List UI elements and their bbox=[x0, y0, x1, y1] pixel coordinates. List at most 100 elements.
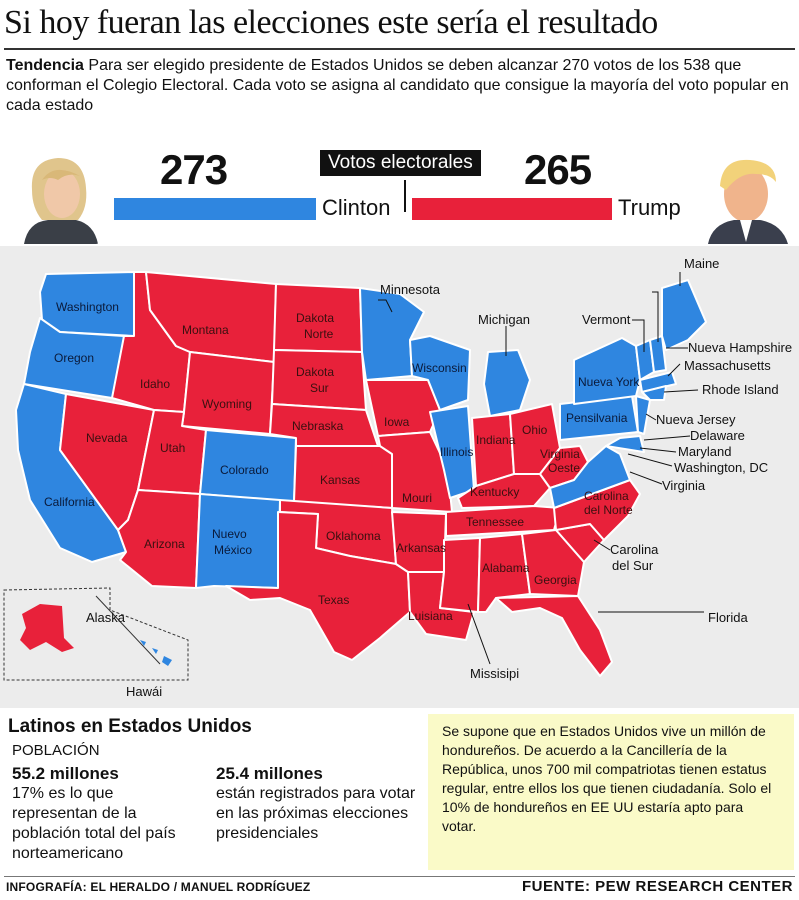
label-ohio: Ohio bbox=[522, 423, 548, 437]
state-alaska bbox=[20, 604, 74, 652]
label-california: California bbox=[44, 495, 95, 509]
callout-rhode-island: Rhode Island bbox=[702, 382, 779, 397]
intro-paragraph: Tendencia Para ser elegido presidente de… bbox=[6, 56, 791, 116]
infographic-title: Si hoy fueran las elecciones este sería … bbox=[4, 4, 658, 41]
label-oregon: Oregon bbox=[54, 351, 94, 365]
leader-nueva-jersey bbox=[645, 413, 657, 421]
callout-hawai: Hawái bbox=[126, 684, 162, 699]
state-georgia bbox=[521, 529, 585, 597]
callout-misisipi: Missisipi bbox=[470, 666, 519, 681]
latinos-title: Latinos en Estados Unidos bbox=[8, 716, 252, 737]
intro-lead: Tendencia bbox=[6, 57, 84, 74]
callout-delaware: Delaware bbox=[690, 428, 745, 443]
leader-nueva-hampshire bbox=[652, 291, 659, 342]
label-virginia-oeste-1: Virginia bbox=[540, 447, 580, 461]
state-illinois bbox=[429, 405, 475, 499]
label-dakota-norte-1: Dakota bbox=[296, 311, 334, 325]
label-colorado: Colorado bbox=[220, 463, 269, 477]
leader-vermont bbox=[632, 319, 645, 352]
clinton-portrait-icon bbox=[18, 150, 100, 244]
inset-divider bbox=[95, 595, 161, 665]
label-indiana: Indiana bbox=[476, 433, 516, 447]
callout-carolina-sur-1: Carolina bbox=[610, 542, 659, 557]
state-texas bbox=[225, 511, 411, 661]
leader-rhode-island bbox=[663, 389, 699, 393]
callout-michigan: Michigan bbox=[478, 312, 530, 327]
label-dakota-sur-1: Dakota bbox=[296, 365, 334, 379]
clinton-name: Clinton bbox=[322, 195, 391, 220]
stat-registered-value: 25.4 millones bbox=[216, 764, 323, 783]
footer-divider bbox=[4, 876, 795, 877]
callout-alaska: Alaska bbox=[86, 610, 126, 625]
credit-line: INFOGRAFÍA: EL HERALDO / MANUEL RODRÍGUE… bbox=[6, 880, 311, 894]
label-kansas: Kansas bbox=[320, 473, 360, 487]
label-wisconsin: Wisconsin bbox=[412, 361, 467, 375]
label-illinois: Illinois bbox=[440, 445, 473, 459]
state-virginia bbox=[549, 445, 631, 509]
leader-delaware bbox=[643, 435, 691, 441]
leader-maryland bbox=[639, 447, 677, 453]
label-dakota-sur-2: Sur bbox=[310, 381, 329, 395]
majority-marker bbox=[404, 180, 406, 212]
state-florida bbox=[495, 595, 613, 677]
callout-nueva-hampshire: Nueva Hampshire bbox=[688, 340, 792, 355]
intro-text: Para ser elegido presidente de Estados U… bbox=[6, 57, 789, 114]
title-divider bbox=[4, 48, 795, 50]
electoral-votes-label: Votos electorales bbox=[320, 150, 481, 176]
callout-washington-dc: Washington, DC bbox=[674, 460, 768, 475]
label-iowa: Iowa bbox=[384, 415, 410, 429]
state-missouri bbox=[377, 431, 453, 513]
state-wyoming bbox=[181, 351, 275, 435]
label-arkansas: Arkansas bbox=[396, 541, 446, 555]
trump-votes: 265 bbox=[524, 146, 592, 193]
state-carolina-norte bbox=[553, 479, 641, 541]
state-maryland bbox=[605, 435, 645, 453]
label-pensilvania: Pensilvania bbox=[566, 411, 628, 425]
stat-registered: 25.4 millones están registrados para vot… bbox=[216, 764, 416, 844]
label-wyoming: Wyoming bbox=[202, 397, 252, 411]
clinton-votes: 273 bbox=[160, 146, 228, 193]
label-washington: Washington bbox=[56, 300, 119, 314]
label-carolina-norte-2: del Norte bbox=[584, 503, 633, 517]
stat-population-text: 17% es lo que representan de la població… bbox=[12, 785, 176, 862]
state-maine bbox=[661, 279, 707, 351]
label-oklahoma: Oklahoma bbox=[326, 529, 381, 543]
callout-minnesota: Minnesota bbox=[380, 282, 441, 297]
state-dakota-sur bbox=[271, 349, 367, 411]
state-massachusetts bbox=[639, 371, 677, 393]
leader-minnesota bbox=[378, 299, 393, 313]
label-nuevo-mexico-1: Nuevo bbox=[212, 527, 247, 541]
label-montana: Montana bbox=[182, 323, 229, 337]
state-nuevo-mexico bbox=[195, 493, 281, 589]
leader-virginia bbox=[629, 471, 663, 485]
label-tennessee: Tennessee bbox=[466, 515, 524, 529]
state-michigan bbox=[483, 349, 531, 417]
callout-carolina-sur-2: del Sur bbox=[612, 558, 654, 573]
callout-nueva-jersey: Nueva Jersey bbox=[656, 412, 736, 427]
state-connecticut bbox=[641, 385, 667, 401]
label-utah: Utah bbox=[160, 441, 185, 455]
inset-frame bbox=[3, 587, 189, 681]
callout-massachusetts: Massachusetts bbox=[684, 358, 771, 373]
label-texas: Texas bbox=[318, 593, 349, 607]
leader-massachusetts bbox=[667, 363, 681, 377]
label-virginia-oeste-2: Oeste bbox=[548, 461, 580, 475]
label-carolina-norte-1: Carolina bbox=[584, 489, 629, 503]
label-nebraska: Nebraska bbox=[292, 419, 344, 433]
stat-population: 55.2 millones 17% es lo que representan … bbox=[12, 764, 202, 864]
callout-virginia: Virginia bbox=[662, 478, 706, 493]
state-wisconsin bbox=[409, 335, 471, 411]
source-line: FUENTE: PEW RESEARCH CENTER bbox=[521, 878, 793, 895]
label-dakota-norte-2: Norte bbox=[304, 327, 334, 341]
label-kentucky: Kentucky bbox=[470, 485, 519, 499]
label-nevada: Nevada bbox=[86, 431, 128, 445]
trump-name: Trump bbox=[618, 195, 681, 220]
hondurans-note: Se supone que en Estados Unidos vive un … bbox=[428, 714, 794, 870]
label-louisiana: Luisiana bbox=[408, 609, 453, 623]
clinton-bar bbox=[114, 198, 316, 220]
state-nueva-york bbox=[573, 337, 641, 405]
callout-vermont: Vermont bbox=[582, 312, 631, 327]
label-arizona: Arizona bbox=[144, 537, 185, 551]
leader-misisipi bbox=[467, 603, 491, 665]
callout-maine: Maine bbox=[684, 256, 719, 271]
